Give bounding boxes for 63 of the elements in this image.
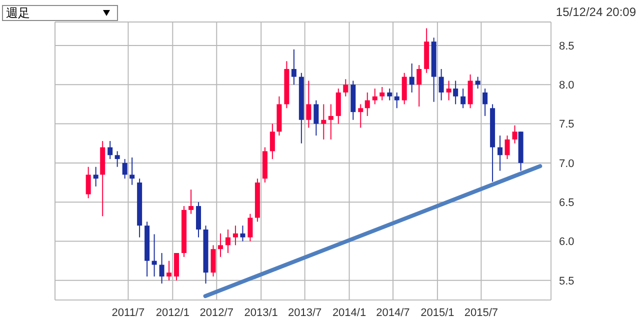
y-tick-label: 8.0: [559, 80, 574, 92]
candlestick: [240, 225, 246, 242]
candlestick: [446, 80, 452, 101]
candlestick: [314, 100, 319, 136]
x-tick-label: 2013/1: [244, 306, 278, 319]
x-tick-label: 2011/7: [112, 306, 145, 319]
candlestick: [93, 166, 98, 187]
candlestick: [166, 260, 172, 281]
candlestick: [498, 135, 503, 172]
candlestick: [152, 234, 157, 278]
candlestick: [453, 80, 458, 105]
y-tick-label: 7.5: [559, 118, 574, 131]
candlestick: [188, 189, 194, 214]
candlestick: [468, 74, 473, 109]
x-tick-label: 2015/1: [420, 306, 454, 319]
candlestick: [372, 88, 378, 105]
candlestick: [225, 229, 230, 254]
candlestick: [358, 104, 364, 128]
candlestick: [504, 135, 510, 160]
candlestick: [306, 80, 312, 128]
candlestick: [380, 86, 385, 101]
y-tick-label: 6.0: [559, 236, 574, 248]
candlestick: [512, 124, 518, 144]
candlestick: [482, 88, 488, 116]
y-tick-label: 6.5: [559, 197, 574, 210]
candlestick: [409, 63, 414, 93]
candlestick: [122, 158, 128, 180]
y-tick-label: 5.5: [559, 275, 574, 288]
candlestick: [108, 140, 113, 160]
x-tick-label: 2014/1: [332, 306, 366, 319]
text: 15/12/24 20:09: [556, 5, 636, 19]
candlestick: [210, 244, 216, 278]
candlestick: [130, 156, 135, 186]
candlestick: [387, 88, 392, 101]
candlestick: [86, 166, 91, 199]
y-tick-label: 7.0: [559, 158, 574, 170]
candlestick: [291, 48, 296, 86]
candlestick: [394, 92, 400, 109]
candlestick: [196, 202, 202, 238]
x-tick-label: 2014/7: [376, 306, 410, 319]
candlestick: [438, 68, 444, 101]
x-tick-label: 2012/7: [200, 306, 234, 319]
candlestick: [416, 64, 422, 108]
candlestick: [218, 232, 223, 258]
candlestick: [270, 123, 275, 160]
y-tick-label: 8.5: [559, 40, 574, 52]
x-tick-label: 2012/1: [156, 306, 190, 319]
candlestick: [174, 252, 180, 281]
x-tick-label: 2013/7: [288, 306, 322, 319]
x-tick-label: 2015/7: [464, 306, 498, 319]
candlestick: [321, 104, 326, 140]
candlestick: [402, 72, 407, 105]
candlestick: [159, 252, 164, 284]
candlestick: [475, 76, 480, 90]
candlestick: [336, 88, 341, 124]
candlestick: [364, 92, 370, 116]
text: 週足: [6, 6, 30, 20]
candlestick: [232, 225, 238, 246]
candlestick: [460, 88, 466, 109]
candlestick: [248, 213, 253, 242]
candlestick: [328, 104, 334, 140]
candlestick: [114, 150, 120, 168]
candlestick: [343, 78, 348, 97]
